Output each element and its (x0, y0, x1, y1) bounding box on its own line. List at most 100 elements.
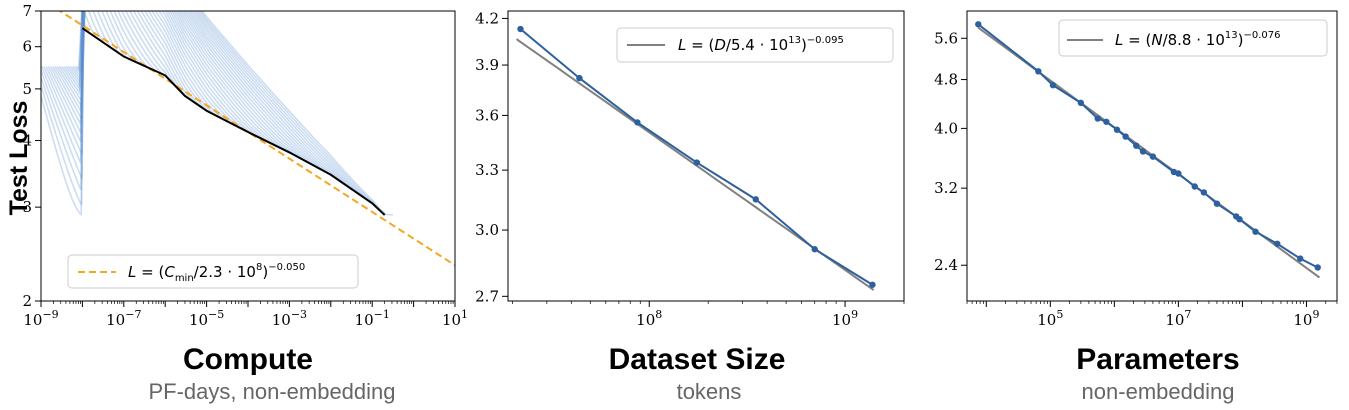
data-point (752, 196, 759, 203)
plot-marks (41, 11, 455, 267)
data-point (576, 74, 583, 82)
data-point (1133, 142, 1140, 149)
compute-fit-line (58, 11, 455, 267)
training-curve (56, 11, 167, 110)
training-curve (191, 11, 356, 193)
y-tick-label: 3.3 (475, 161, 499, 179)
y-tick-label: 4.2 (475, 9, 499, 27)
training-curve (54, 11, 159, 114)
x-tick-label: 107 (1165, 308, 1191, 329)
compute-x-title: Compute (183, 343, 313, 376)
plot-marks (515, 25, 876, 291)
dataset-panel: 108 109 2.7 3.0 3.3 3.6 3.9 4.2 L = (D/5.4 · 10… (475, 9, 905, 404)
data-point (1200, 189, 1208, 196)
training-curve (179, 11, 311, 165)
data-point (1175, 170, 1182, 177)
compute-ticks: 10−9 10−7 10−5 10−3 10−1 101 2 3 4 5 6 7 (22, 2, 468, 329)
y-tick-label: 4.0 (934, 119, 958, 137)
data-point (1213, 200, 1221, 207)
y-tick-label: 3.2 (934, 179, 958, 197)
training-curve (72, 11, 220, 118)
data-point (1252, 228, 1259, 235)
training-curve (171, 11, 280, 149)
parameters-legend: L = (N/8.8 · 1013)−0.076 (1058, 19, 1328, 57)
training-curve (183, 11, 326, 173)
training-curve (185, 11, 333, 177)
training-curve (45, 11, 129, 143)
y-tick-label: 7 (22, 2, 32, 20)
y-tick-label: 2.4 (934, 256, 958, 274)
y-tick-label: 3.9 (475, 56, 499, 74)
data-point (1077, 99, 1085, 107)
x-tick-label: 109 (1293, 308, 1319, 329)
training-curve (41, 28, 84, 217)
data-point (517, 25, 524, 33)
training-curve (201, 11, 393, 216)
y-tick-label: 4.8 (934, 71, 958, 89)
parameters-legend-label: L = (N/8.8 · 1013)−0.076 (1115, 30, 1280, 49)
dataset-legend-label: L = (D/5.4 · 1013)−0.095 (678, 35, 844, 54)
training-curve (49, 11, 144, 125)
training-curve (76, 11, 235, 126)
x-tick-label: 105 (1037, 308, 1063, 329)
dataset-ticks: 108 109 2.7 3.0 3.3 3.6 3.9 4.2 (475, 9, 905, 329)
x-tick-label: 10−9 (23, 308, 58, 329)
training-curve (67, 11, 205, 110)
data-point (693, 159, 701, 166)
data-point (869, 281, 876, 288)
training-curve (169, 11, 273, 145)
data-point (1035, 68, 1042, 75)
training-curve (164, 11, 258, 137)
x-tick-label: 101 (442, 308, 468, 329)
y-tick-label: 6 (22, 38, 32, 56)
parameters-axes-frame (966, 10, 1338, 302)
data-point (634, 119, 641, 126)
data-point (1236, 215, 1243, 223)
training-curve (197, 11, 379, 210)
x-tick-label: 10−5 (189, 308, 224, 329)
training-curve (52, 11, 152, 123)
parameters-x-title: Parameters (1076, 343, 1239, 376)
data-series-line (977, 23, 1319, 269)
compute-panel: 10−9 10−7 10−5 10−3 10−1 101 2 3 4 5 6 7 L = (Cmin/… (5, 2, 468, 404)
training-curve (41, 20, 91, 206)
compute-efficient-frontier (81, 27, 386, 216)
parameters-panel: 105 107 109 2.4 3.2 4.0 4.8 5.6 L = (N/8.8 · 10… (934, 10, 1338, 404)
compute-legend: L = (Cmin/2.3 · 108)−0.050 (67, 254, 359, 289)
data-point (1297, 255, 1304, 262)
training-curve (195, 11, 371, 203)
training-curve (43, 11, 121, 156)
compute-plot-area (41, 11, 455, 267)
data-series-line (519, 28, 873, 286)
parameters-legend-box (1058, 19, 1328, 57)
x-tick-label: 108 (636, 308, 662, 329)
data-point (811, 246, 818, 253)
y-axis-title: Test Loss (5, 101, 33, 216)
data-point (1139, 148, 1147, 155)
training-curve (41, 11, 114, 164)
y-tick-label: 3.6 (475, 106, 499, 124)
dataset-plot-area (515, 25, 876, 291)
x-tick-label: 109 (832, 308, 858, 329)
data-point (1314, 264, 1321, 271)
dataset-axes-frame (507, 10, 905, 302)
x-tick-label: 10−7 (106, 308, 141, 329)
training-curve (69, 11, 212, 114)
parameters-x-subtitle: non-embedding (1082, 379, 1235, 404)
plot-marks (975, 21, 1321, 279)
training-curve (74, 11, 227, 122)
y-tick-label: 5 (22, 80, 32, 98)
training-curve (60, 11, 182, 96)
training-curve (166, 11, 265, 141)
training-curve (58, 11, 174, 105)
training-curve (78, 11, 242, 130)
training-curve (193, 11, 364, 198)
compute-x-subtitle: PF-days, non-embedding (148, 379, 395, 404)
y-tick-label: 2.7 (475, 287, 499, 305)
x-tick-label: 10−3 (272, 308, 307, 329)
data-point (1049, 81, 1057, 89)
dataset-x-subtitle: tokens (677, 379, 742, 404)
data-point (975, 21, 982, 28)
data-point (1274, 240, 1281, 247)
data-point (1113, 126, 1121, 133)
